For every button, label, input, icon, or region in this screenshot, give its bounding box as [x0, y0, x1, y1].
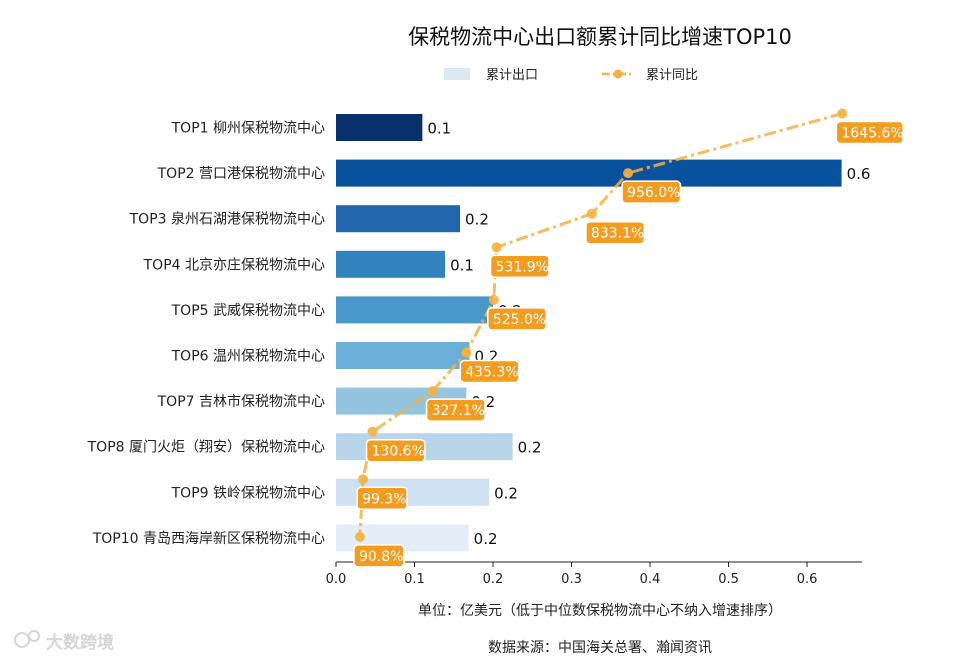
- yoy-label-5: 525.0%: [493, 312, 546, 328]
- yoy-marker-1: [837, 108, 848, 119]
- yoy-label-box-6: [459, 359, 520, 384]
- watermark-logo-icon: [14, 632, 30, 648]
- yoy-label-3: 833.1%: [591, 226, 644, 242]
- category-label-5: TOP5 武威保税物流中心: [171, 303, 325, 319]
- yoy-label-10: 90.8%: [359, 549, 403, 565]
- bar-value-label-9: 0.2: [494, 484, 518, 502]
- x-tick-label-3: 0.3: [561, 572, 582, 587]
- yoy-marker-4: [491, 242, 502, 253]
- yoy-label-box-10: [353, 544, 405, 568]
- yoy-marker-6: [461, 347, 472, 358]
- yoy-marker-7: [427, 386, 438, 397]
- bar-3: [336, 205, 461, 233]
- legend-swatch-marker: [613, 69, 623, 79]
- yoy-marker-2: [623, 168, 634, 179]
- yoy-marker-9: [358, 474, 369, 485]
- yoy-label-9: 99.3%: [362, 491, 406, 507]
- bar-1: [336, 114, 423, 141]
- yoy-label-box-1: [835, 120, 904, 145]
- legend-label-line: 累计同比: [646, 68, 698, 83]
- watermark-logo-icon-inner: [28, 630, 40, 642]
- data-source: 数据来源：中国海关总署、瀚闻资讯: [488, 640, 712, 656]
- category-label-2: TOP2 营口港保税物流中心: [157, 166, 325, 182]
- bar-4: [336, 250, 446, 278]
- yoy-label-box-7: [425, 398, 486, 422]
- watermark-text: 大数跨境: [46, 632, 114, 653]
- yoy-marker-5: [488, 294, 499, 305]
- category-label-8: TOP8 厦门火炬（翔安）保税物流中心: [87, 440, 325, 456]
- yoy-marker-10: [354, 531, 365, 542]
- yoy-label-8: 130.6%: [372, 444, 425, 460]
- yoy-label-4: 531.9%: [496, 259, 549, 275]
- category-label-3: TOP3 泉州石湖港保税物流中心: [129, 211, 325, 228]
- legend: 累计出口 累计同比: [444, 68, 698, 83]
- yoy-labels: 1645.6% 956.0% 833.1% 531.9% 525.0% 435.3% 327…: [353, 120, 904, 568]
- x-tick-label-4: 0.4: [640, 572, 661, 587]
- bar-6: [336, 342, 470, 369]
- x-tick-label-6: 0.6: [797, 572, 818, 587]
- x-tick-label-2: 0.2: [483, 572, 504, 587]
- yoy-marker-3: [586, 208, 597, 219]
- yoy-label-box-4: [489, 254, 550, 279]
- category-label-10: TOP10 青岛西海岸新区保税物流中心: [92, 531, 325, 547]
- x-tick-label-1: 0.1: [404, 572, 425, 587]
- x-ticks: 0.0 0.1 0.2 0.3 0.4 0.5 0.6: [326, 562, 818, 587]
- yoy-markers: [354, 108, 848, 542]
- category-label-4: TOP4 北京亦庄保税物流中心: [143, 256, 325, 273]
- yoy-label-box-3: [585, 220, 646, 245]
- legend-label-bar: 累计出口: [486, 68, 538, 83]
- yoy-label-7: 327.1%: [432, 403, 485, 419]
- x-axis-label: 单位：亿美元（低于中位数保税物流中心不纳入增速排序）: [418, 603, 782, 619]
- bar-value-label-2: 0.6: [847, 165, 871, 183]
- category-label-7: TOP7 吉林市保税物流中心: [157, 393, 325, 410]
- yoy-label-box-8: [365, 438, 426, 463]
- category-label-1: TOP1 柳州保税物流中心: [171, 120, 325, 137]
- yoy-label-box-9: [356, 486, 408, 511]
- yoy-label-2: 956.0%: [627, 185, 680, 201]
- bar-value-label-8: 0.2: [518, 439, 542, 457]
- watermark: 大数跨境: [14, 630, 114, 653]
- bars: [336, 114, 842, 552]
- yoy-marker-8: [367, 426, 378, 437]
- bar-5: [336, 296, 494, 324]
- yoy-label-1: 1645.6%: [841, 126, 903, 142]
- yoy-label-6: 435.3%: [465, 365, 518, 381]
- category-label-6: TOP6 温州保税物流中心: [171, 349, 325, 365]
- x-tick-label-5: 0.5: [718, 572, 739, 587]
- bar-value-label-4: 0.1: [450, 256, 474, 274]
- legend-swatch-bar: [444, 68, 470, 80]
- x-tick-label-0: 0.0: [326, 572, 347, 587]
- bar-2: [336, 159, 842, 187]
- yoy-label-box-5: [487, 307, 547, 331]
- yoy-label-box-2: [621, 180, 682, 204]
- bar-value-label-10: 0.2: [474, 530, 498, 548]
- category-labels: TOP1 柳州保税物流中心 TOP2 营口港保税物流中心 TOP3 泉州石湖港保税物…: [87, 120, 325, 547]
- chart-title: 保税物流中心出口额累计同比增速TOP10: [408, 25, 792, 49]
- category-label-9: TOP9 铁岭保税物流中心: [171, 485, 325, 501]
- bar-value-label-1: 0.1: [427, 120, 451, 138]
- bar-value-label-3: 0.2: [465, 211, 489, 229]
